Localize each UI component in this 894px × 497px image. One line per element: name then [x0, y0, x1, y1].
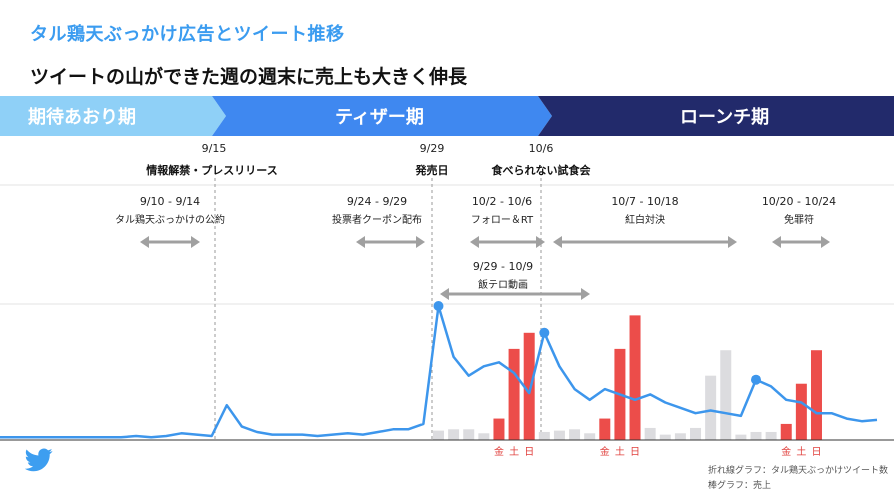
- campaign-range-5: 10/20 - 10/24: [762, 195, 836, 208]
- weekend-label-1-0: 金: [600, 445, 610, 458]
- sales-bar-47: [705, 375, 717, 440]
- sales-bar-35: [523, 332, 535, 440]
- sales-bar-54: [810, 350, 822, 440]
- weekend-label-1-1: 土: [615, 445, 625, 458]
- sales-bar-42: [629, 315, 641, 440]
- campaign-arrow-left-1: [140, 236, 149, 248]
- phase-band-3: [538, 96, 894, 136]
- campaign-label-4: 紅白対決: [625, 213, 665, 226]
- tweet-peak-dot-2: [539, 327, 550, 338]
- tweet-peak-dot-3: [751, 374, 761, 385]
- campaign-arrow-right-5: [821, 236, 830, 248]
- campaign-arrow-right-4: [728, 236, 737, 248]
- campaign-range-3: 10/2 - 10/6: [472, 195, 532, 208]
- phase-label-2: ティザー期: [335, 107, 424, 128]
- phase-label-1: 期待あおり期: [28, 106, 136, 128]
- sales-bar-44: [659, 434, 671, 440]
- sales-bar-33: [493, 418, 505, 440]
- legend-line-note: 折れ線グラフ：タル鶏天ぶっかけツイート数: [708, 466, 889, 476]
- campaign-range-6: 9/29 - 10/9: [473, 260, 533, 273]
- weekend-label-0-0: 金: [494, 445, 504, 458]
- campaign-arrow-left-3: [470, 236, 479, 248]
- campaign-range-4: 10/7 - 10/18: [611, 195, 678, 208]
- sales-bar-32: [478, 433, 490, 440]
- phase-label-3: ローンチ期: [680, 107, 769, 128]
- campaign-arrow-right-2: [416, 236, 425, 248]
- sales-bar-51: [765, 431, 777, 440]
- campaign-arrow-left-6: [440, 288, 449, 300]
- campaign-label-6: 飯テロ動画: [478, 278, 528, 291]
- event-label-2: 発売日: [415, 163, 449, 177]
- campaign-label-1: タル鶏天ぶっかけの公約: [115, 213, 225, 226]
- sales-bar-52: [780, 423, 792, 440]
- campaign-arrow-right-6: [581, 288, 590, 300]
- chart-headline: ツイートの山ができた週の週末に売上も大きく伸長: [30, 66, 468, 88]
- sales-bar-40: [599, 418, 611, 440]
- phase-band-1: [0, 96, 226, 136]
- legend-bar-note: 棒グラフ：売上: [708, 481, 772, 491]
- campaign-range-2: 9/24 - 9/29: [347, 195, 407, 208]
- weekend-label-0-2: 日: [524, 447, 534, 458]
- sales-bar-46: [690, 427, 702, 440]
- event-label-3: 食べられない試食会: [492, 163, 592, 177]
- sales-bar-30: [448, 429, 460, 440]
- campaign-arrow-left-4: [553, 236, 562, 248]
- sales-bar-38: [569, 429, 581, 440]
- sales-bar-50: [750, 431, 762, 440]
- phase-band-2: [212, 96, 552, 136]
- campaign-label-5: 免罪符: [784, 213, 814, 226]
- sales-bar-49: [735, 434, 747, 440]
- sales-bar-48: [720, 350, 732, 440]
- sales-bar-36: [538, 431, 550, 440]
- sales-bar-29: [432, 430, 444, 440]
- weekend-label-2-2: 日: [811, 447, 821, 458]
- sales-bar-39: [584, 433, 596, 440]
- tweet-line: [0, 304, 878, 439]
- event-date-2: 9/29: [420, 142, 445, 155]
- weekend-label-0-1: 土: [509, 445, 519, 458]
- chart-eyebrow-title: タル鶏天ぶっかけ広告とツイート推移: [30, 24, 345, 45]
- sales-bar-37: [553, 430, 565, 440]
- event-date-1: 9/15: [202, 142, 227, 155]
- campaign-label-3: フォロー＆RT: [471, 215, 534, 226]
- sales-bar-53: [795, 383, 807, 440]
- event-date-3: 10/6: [529, 142, 554, 155]
- campaign-range-1: 9/10 - 9/14: [140, 195, 200, 208]
- tweet-peak-dot-1: [433, 301, 444, 311]
- campaign-arrow-right-3: [536, 236, 545, 248]
- weekend-label-2-0: 金: [781, 445, 791, 458]
- campaign-arrow-right-1: [191, 236, 200, 248]
- weekend-label-1-2: 日: [630, 447, 640, 458]
- sales-bar-43: [644, 427, 656, 440]
- campaign-label-2: 投票者クーポン配布: [332, 213, 422, 226]
- sales-bar-34: [508, 348, 520, 440]
- sales-bar-31: [463, 429, 475, 440]
- campaign-arrow-left-2: [356, 236, 365, 248]
- campaign-arrow-left-5: [772, 236, 781, 248]
- sales-bar-45: [674, 433, 686, 440]
- weekend-label-2-1: 土: [796, 445, 806, 458]
- event-label-1: 情報解禁・プレスリリース: [146, 163, 277, 177]
- twitter-icon: [24, 448, 53, 476]
